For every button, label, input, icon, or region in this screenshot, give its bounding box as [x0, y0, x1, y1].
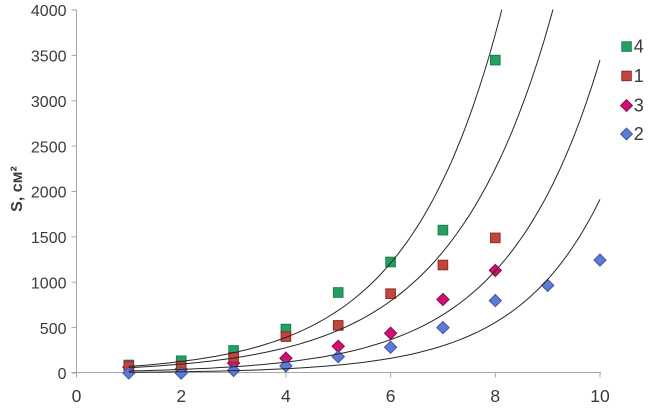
svg-text:S, см²: S, см² [9, 166, 26, 212]
svg-text:0: 0 [58, 366, 67, 383]
svg-text:3000: 3000 [31, 94, 67, 111]
svg-text:0: 0 [72, 386, 82, 406]
svg-text:1500: 1500 [31, 230, 67, 247]
svg-text:3500: 3500 [31, 49, 67, 66]
svg-text:10: 10 [590, 386, 610, 406]
svg-text:2: 2 [634, 124, 644, 144]
svg-text:500: 500 [40, 321, 67, 338]
svg-text:3: 3 [634, 96, 644, 116]
svg-text:4: 4 [281, 386, 291, 406]
svg-text:4000: 4000 [31, 3, 67, 20]
svg-text:6: 6 [386, 386, 396, 406]
svg-text:2: 2 [176, 386, 186, 406]
svg-text:1: 1 [634, 66, 644, 86]
svg-text:2000: 2000 [31, 185, 67, 202]
svg-text:1000: 1000 [31, 275, 67, 292]
svg-text:2500: 2500 [31, 139, 67, 156]
svg-text:8: 8 [490, 386, 500, 406]
svg-text:4: 4 [634, 37, 644, 57]
